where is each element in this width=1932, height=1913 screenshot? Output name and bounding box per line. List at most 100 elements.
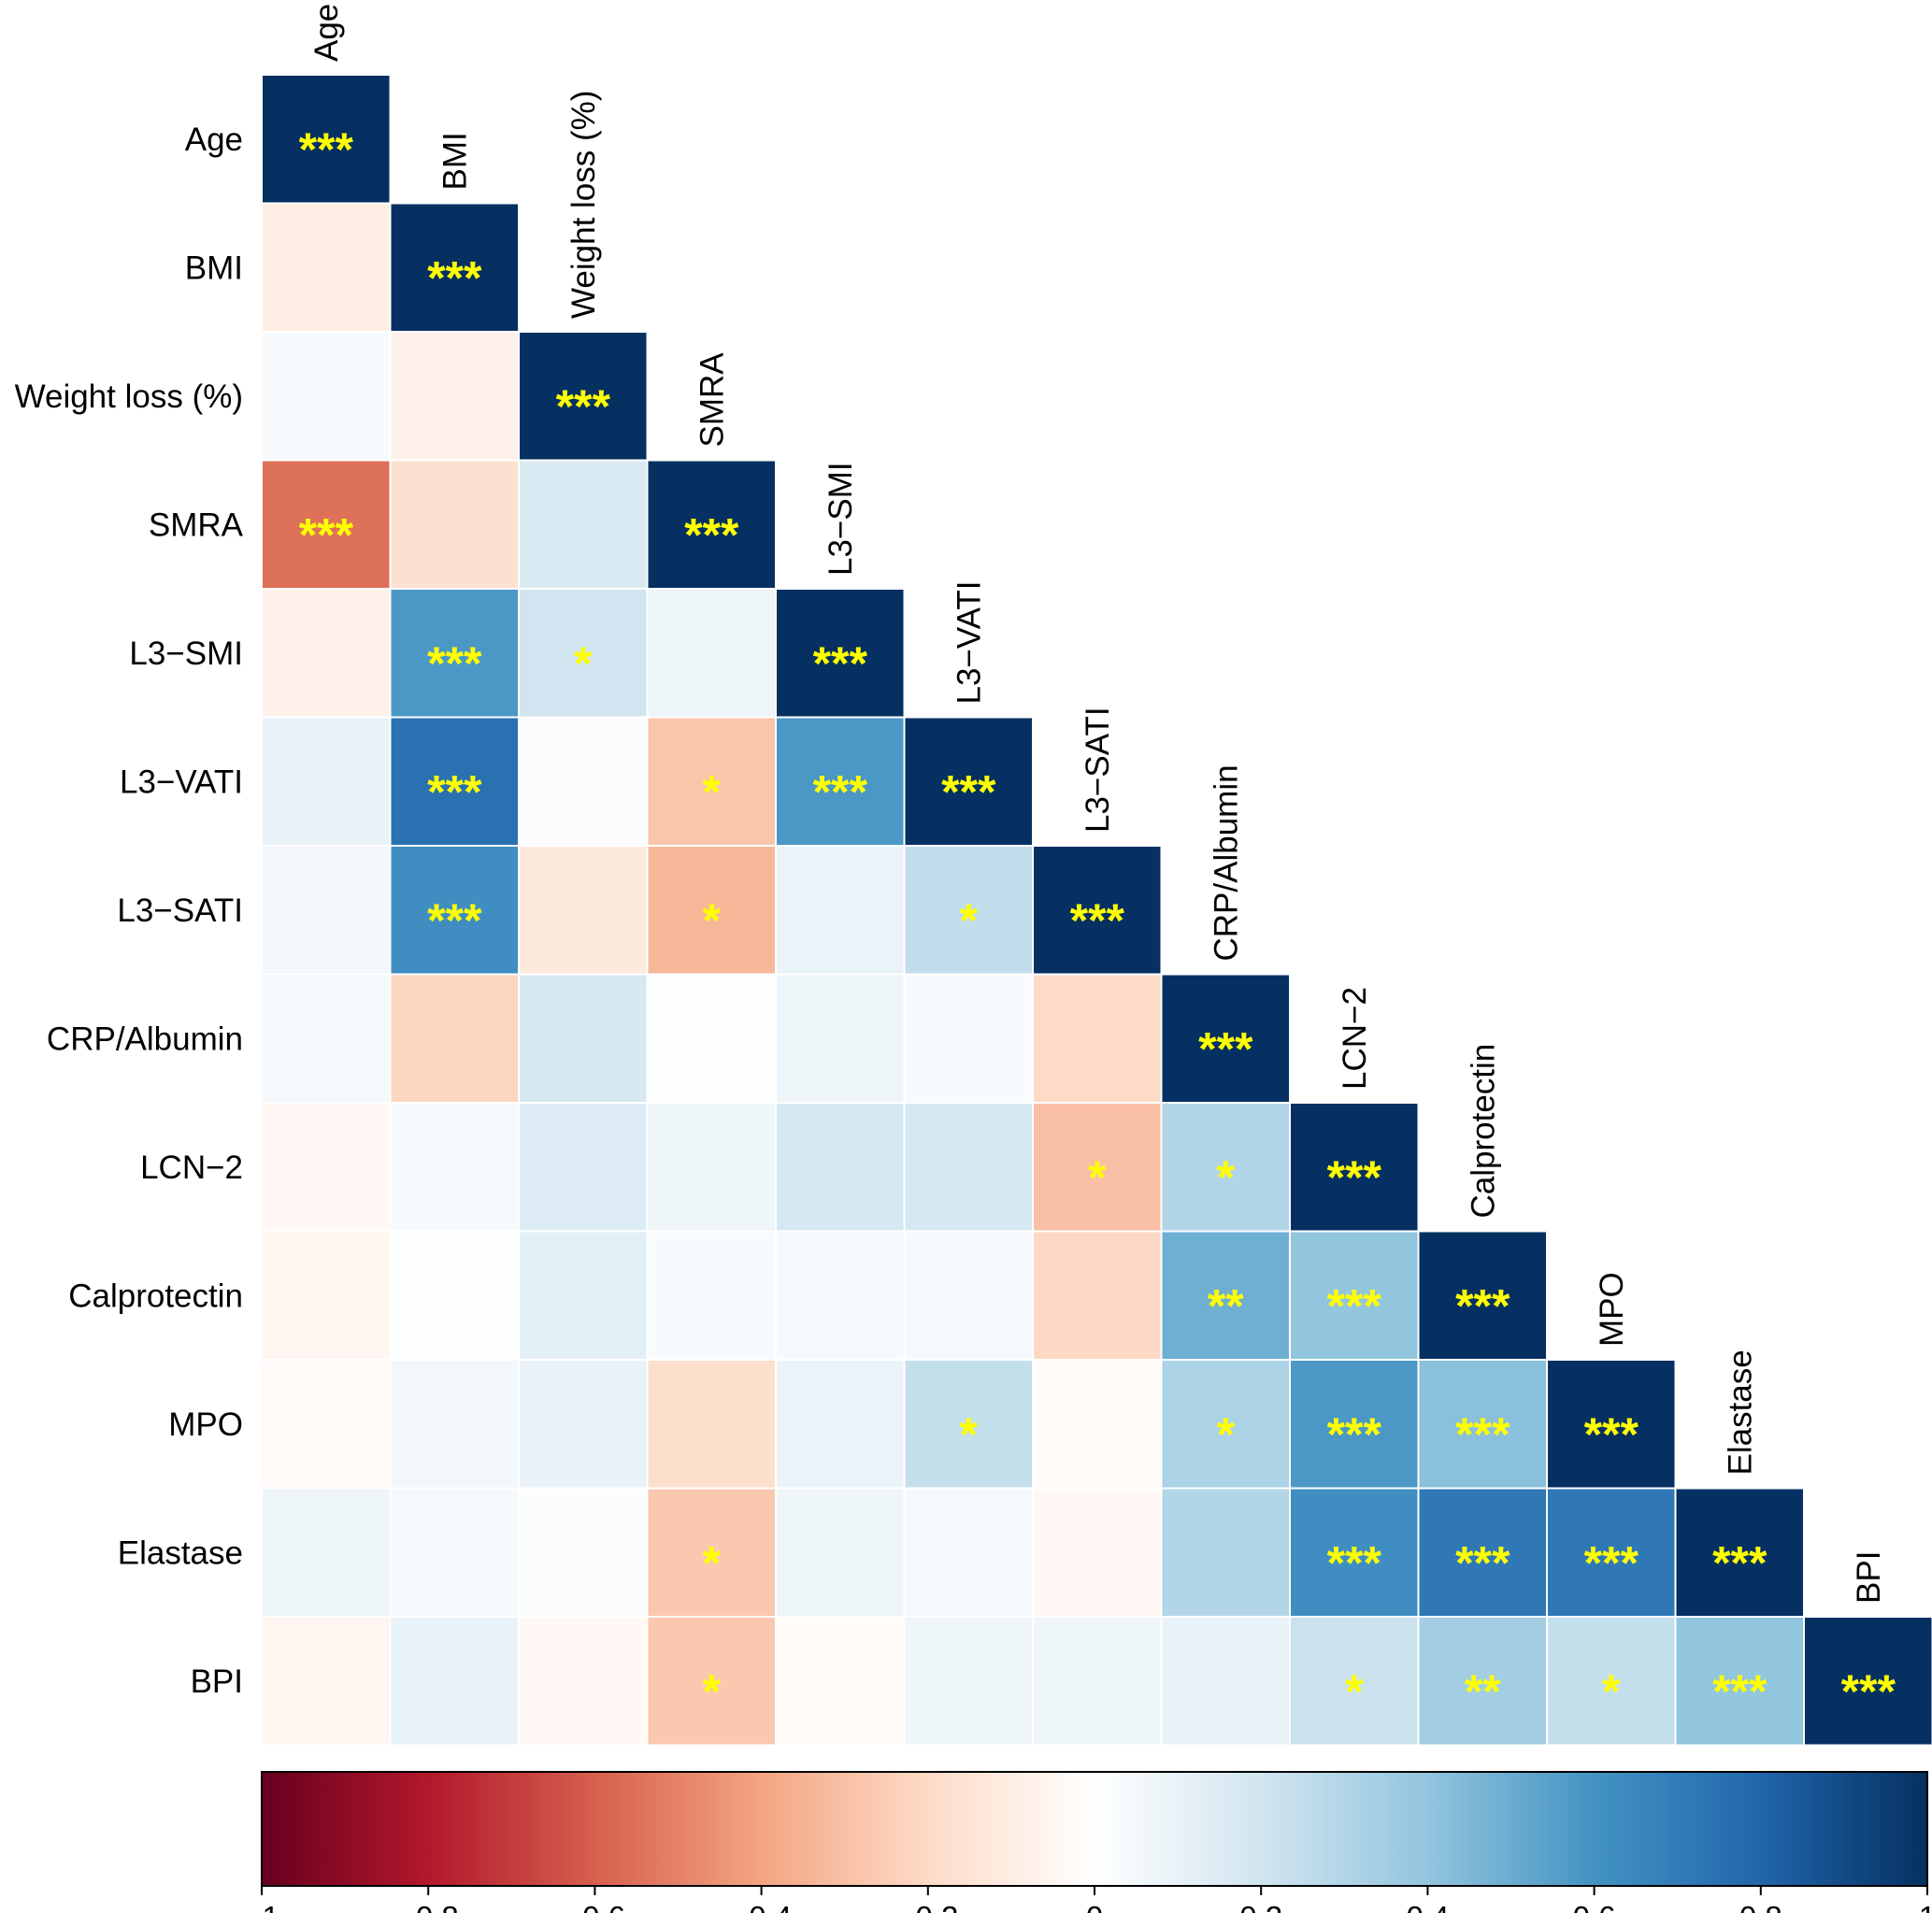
significance-marker: *: [703, 1665, 722, 1718]
row-label-l3-smi: L3−SMI: [129, 635, 243, 672]
significance-marker: ***: [813, 637, 868, 690]
cell-l3-vati-weight-loss: [518, 716, 649, 847]
col-label-l3-smi: L3−SMI: [823, 462, 859, 576]
cell-lcn-2-age: [261, 1102, 392, 1233]
cell-crp-albumin-crp-albumin: [1160, 973, 1291, 1104]
col-label-mpo: MPO: [1594, 1272, 1630, 1347]
cell-weight-loss-age: [261, 331, 392, 462]
cell-l3-vati-age: [261, 716, 392, 847]
cell-bpi-elastase: [1674, 1616, 1805, 1747]
cell-bpi-l3-smi: [775, 1616, 906, 1747]
significance-marker: **: [1208, 1279, 1244, 1332]
significance-marker: *: [960, 894, 979, 947]
cell-l3-smi-bmi: [389, 588, 520, 719]
significance-marker: ***: [427, 251, 482, 304]
cell-mpo-calprotectin: [1417, 1359, 1548, 1490]
col-label-elastase: Elastase: [1722, 1349, 1758, 1475]
significance-marker: ***: [427, 765, 482, 818]
significance-marker: ***: [1712, 1536, 1767, 1589]
significance-marker: ***: [941, 765, 996, 818]
cell-lcn-2-bmi: [389, 1102, 520, 1233]
cell-elastase-crp-albumin: [1160, 1487, 1291, 1618]
significance-marker: *: [1088, 1151, 1107, 1204]
cell-mpo-mpo: [1546, 1359, 1677, 1490]
cell-elastase-l3-smi: [775, 1487, 906, 1618]
col-label-age: Age: [308, 4, 345, 62]
cell-bpi-mpo: [1546, 1616, 1677, 1747]
col-label-l3-vati: L3−VATI: [951, 581, 987, 705]
row-label-mpo: MPO: [168, 1406, 243, 1443]
significance-marker: ***: [1327, 1279, 1382, 1332]
significance-marker: ***: [299, 123, 354, 176]
cell-elastase-calprotectin: [1417, 1487, 1548, 1618]
cell-crp-albumin-smra: [646, 973, 777, 1104]
colorbar-tick-label: −0.8: [398, 1900, 459, 1913]
cell-bpi-weight-loss: [518, 1616, 649, 1747]
cell-smra-age: [261, 459, 392, 590]
cell-calprotectin-smra: [646, 1230, 777, 1361]
significance-marker: ***: [1455, 1536, 1510, 1589]
significance-marker: ***: [684, 508, 739, 561]
row-label-lcn-2: LCN−2: [140, 1149, 243, 1186]
significance-marker: *: [1602, 1665, 1621, 1718]
cell-bpi-l3-vati: [903, 1616, 1034, 1747]
row-label-smra: SMRA: [149, 507, 244, 543]
cell-l3-sati-age: [261, 845, 392, 976]
cell-bpi-smra: [646, 1616, 777, 1747]
cell-lcn-2-lcn-2: [1289, 1102, 1420, 1233]
col-label-crp-albumin: CRP/Albumin: [1208, 764, 1244, 961]
col-label-calprotectin: Calprotectin: [1465, 1044, 1501, 1219]
significance-marker: *: [574, 637, 593, 690]
row-label-age: Age: [185, 121, 243, 158]
cell-l3-sati-smra: [646, 845, 777, 976]
cell-elastase-weight-loss: [518, 1487, 649, 1618]
colorbar: −1 −0.8 −0.6 −0.4 −0.2 0 0.2 0.4 0.6 0.8 1: [244, 1771, 1932, 1913]
significance-marker: ***: [299, 508, 354, 561]
cell-calprotectin-l3-sati: [1032, 1230, 1163, 1361]
cell-l3-smi-l3-smi: [775, 588, 906, 719]
row-labels: Age BMI Weight loss (%) SMRA L3−SMI L3−VATI L3…: [15, 121, 244, 1700]
significance-marker: *: [1217, 1151, 1236, 1204]
significance-marker: ***: [1841, 1665, 1896, 1718]
cell-calprotectin-l3-smi: [775, 1230, 906, 1361]
significance-marker: *: [1217, 1408, 1236, 1461]
col-label-bpi: BPI: [1851, 1551, 1887, 1604]
colorbar-tick-label: −0.2: [897, 1900, 958, 1913]
cell-bpi-calprotectin: [1417, 1616, 1548, 1747]
cell-crp-albumin-l3-smi: [775, 973, 906, 1104]
row-label-calprotectin: Calprotectin: [68, 1278, 243, 1314]
cell-lcn-2-l3-smi: [775, 1102, 906, 1233]
col-label-lcn-2: LCN−2: [1337, 987, 1373, 1090]
cell-weight-loss-weight-loss: [518, 331, 649, 462]
colorbar-tick-label: 0.2: [1239, 1900, 1282, 1913]
col-label-l3-sati: L3−SATI: [1080, 707, 1116, 833]
cell-crp-albumin-l3-sati: [1032, 973, 1163, 1104]
cell-mpo-bmi: [389, 1359, 520, 1490]
cell-age-age: [261, 74, 392, 205]
cell-elastase-elastase: [1674, 1487, 1805, 1618]
cell-bpi-age: [261, 1616, 392, 1747]
cell-lcn-2-smra: [646, 1102, 777, 1233]
significance-marker: ***: [1455, 1279, 1510, 1332]
cell-bpi-l3-sati: [1032, 1616, 1163, 1747]
cell-elastase-bmi: [389, 1487, 520, 1618]
cell-smra-weight-loss: [518, 459, 649, 590]
row-label-bpi: BPI: [191, 1663, 243, 1700]
cell-mpo-weight-loss: [518, 1359, 649, 1490]
cell-l3-sati-weight-loss: [518, 845, 649, 976]
cell-calprotectin-lcn-2: [1289, 1230, 1420, 1361]
cell-l3-sati-l3-sati: [1032, 845, 1163, 976]
significance-marker: ***: [427, 637, 482, 690]
cell-calprotectin-age: [261, 1230, 392, 1361]
significance-marker: ***: [1712, 1665, 1767, 1718]
cell-elastase-smra: [646, 1487, 777, 1618]
cell-mpo-l3-smi: [775, 1359, 906, 1490]
significance-marker: *: [703, 765, 722, 818]
cell-smra-bmi: [389, 459, 520, 590]
significance-marker: *: [960, 1408, 979, 1461]
significance-marker: ***: [556, 380, 611, 433]
heatmap-cells: ************ ****** * ****** * *** ****** * * ***…: [261, 74, 1932, 1747]
colorbar-ticks: −1 −0.8 −0.6 −0.4 −0.2 0 0.2 0.4 0.6 0.8 1: [244, 1886, 1932, 1913]
cell-l3-smi-age: [261, 588, 392, 719]
significance-marker: ***: [427, 894, 482, 947]
